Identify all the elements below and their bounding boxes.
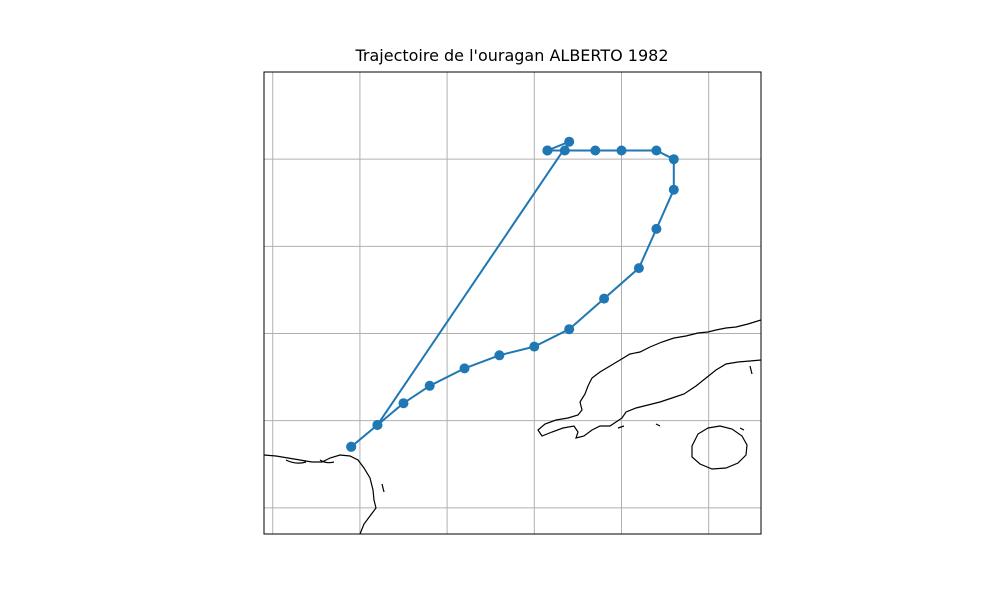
track-point — [398, 398, 409, 409]
coastline-cozumel — [381, 483, 385, 493]
track-point — [633, 263, 644, 274]
coastline-isla-juventud — [691, 425, 748, 470]
map-frame — [263, 71, 762, 535]
track-point — [494, 350, 505, 361]
coastline-lagoon — [285, 459, 335, 464]
track-point — [616, 145, 627, 156]
track-point — [564, 136, 575, 147]
track-point — [599, 293, 610, 304]
track-point — [459, 363, 470, 374]
track-point — [529, 341, 540, 352]
track-point — [372, 420, 383, 430]
coastline-keys — [617, 365, 753, 431]
track-point — [424, 380, 435, 391]
track-point — [651, 145, 662, 156]
track-point — [668, 184, 679, 195]
track-point — [651, 223, 662, 234]
coastline-cuba — [537, 319, 761, 439]
track-point — [590, 145, 601, 156]
map-title: Trajectoire de l'ouragan ALBERTO 1982 — [355, 46, 669, 65]
track-point — [668, 154, 679, 165]
coastline-yucatan — [264, 454, 377, 534]
coastlines — [264, 319, 761, 534]
track-point — [542, 145, 553, 156]
gridlines — [264, 72, 761, 534]
track-point — [346, 441, 357, 452]
track-point — [564, 324, 575, 335]
track-point — [559, 145, 570, 156]
storm-track — [346, 136, 679, 452]
